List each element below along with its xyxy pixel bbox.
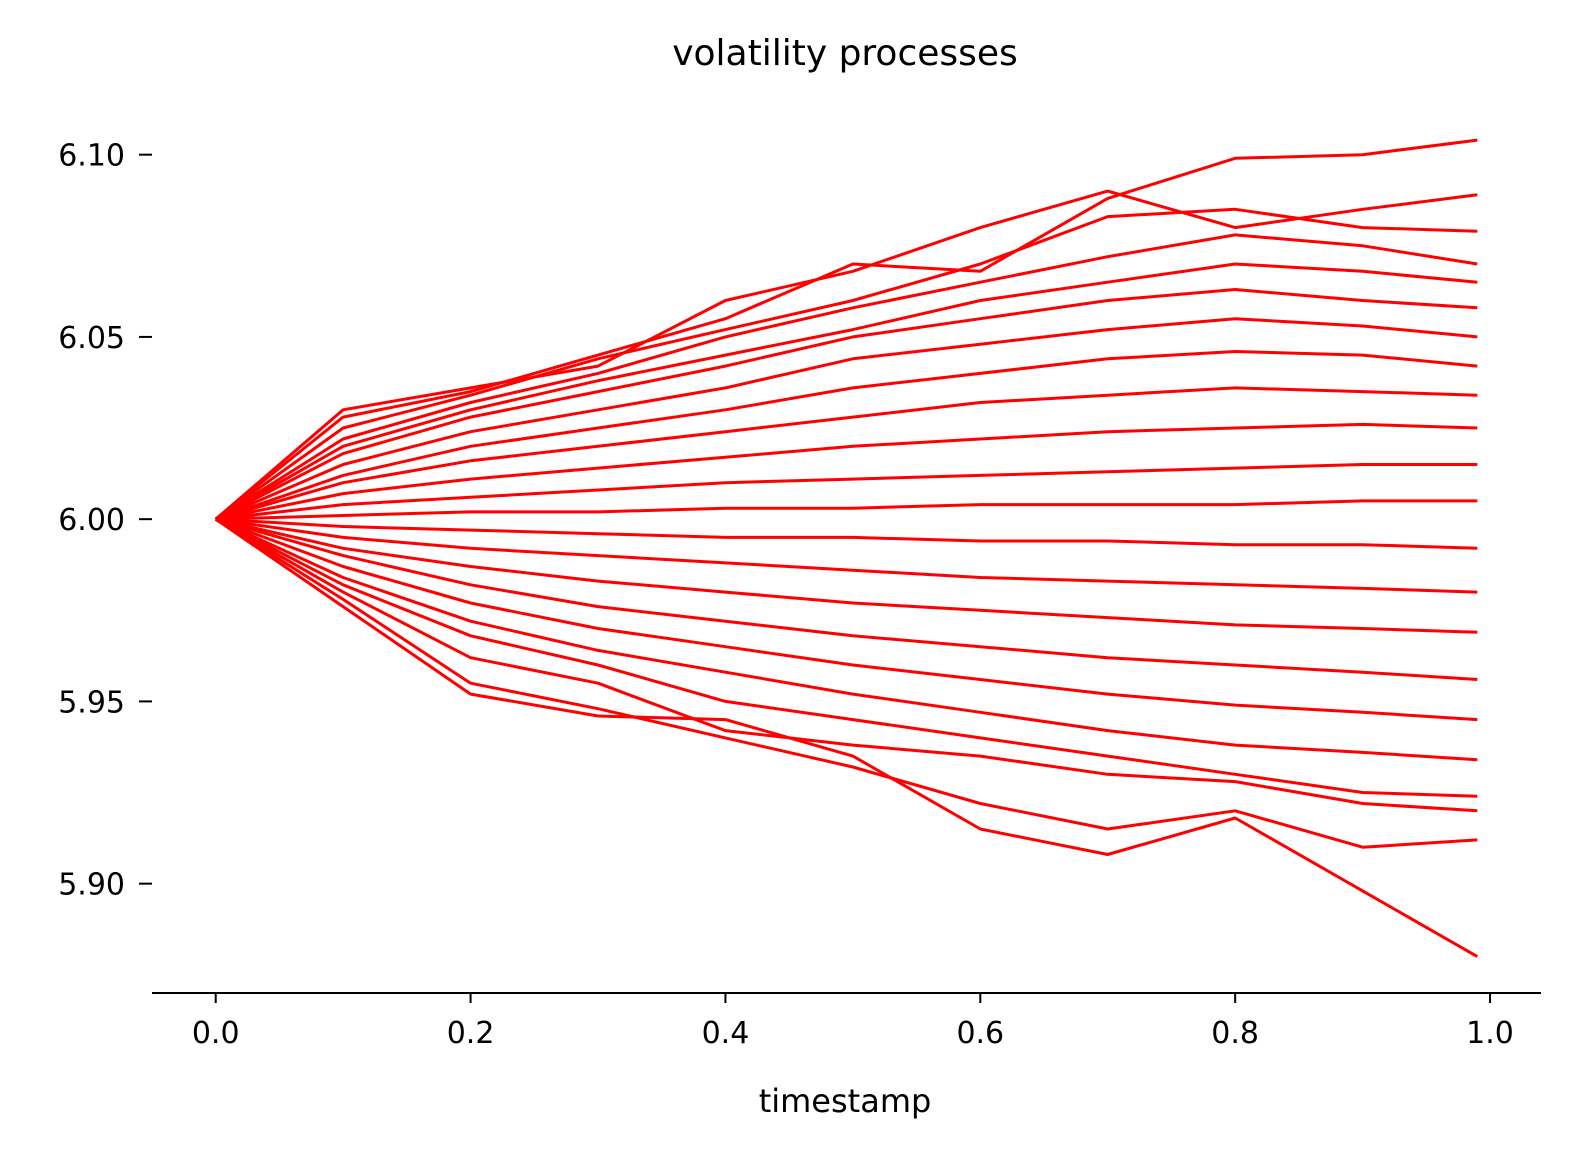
x-tick-label: 0.8	[1211, 1016, 1259, 1051]
series-line-20	[214, 517, 1478, 849]
y-tick-label: 6.00	[58, 503, 125, 538]
series-line-14	[215, 517, 1478, 634]
series-line-18	[215, 517, 1478, 798]
series-line-4	[214, 262, 1478, 521]
series-layer	[214, 138, 1479, 958]
series-line-19	[214, 517, 1478, 813]
series-line-3	[214, 233, 1478, 521]
series-line-21	[214, 517, 1479, 958]
series-line-17	[215, 517, 1478, 762]
series-line-2	[214, 207, 1478, 521]
x-tick-label: 0.0	[192, 1016, 240, 1051]
x-axis: 0.0 0.2 0.4 0.6 0.8 1.0	[152, 992, 1541, 1051]
series-line-11	[215, 499, 1478, 521]
y-tick-label: 6.10	[58, 139, 125, 174]
series-line-9	[215, 422, 1478, 521]
series-line-10	[215, 463, 1478, 521]
x-tick-label: 1.0	[1466, 1016, 1514, 1051]
series-line-16	[215, 517, 1478, 722]
x-axis-label: timestamp	[759, 1082, 932, 1120]
series-line-1	[214, 189, 1478, 521]
series-line-12	[215, 517, 1478, 550]
y-tick-label: 5.95	[58, 685, 125, 720]
series-line-5	[215, 288, 1478, 521]
x-tick-label: 0.2	[447, 1016, 495, 1051]
series-line-8	[215, 386, 1478, 521]
series-line-6	[215, 317, 1478, 521]
x-tick-label: 0.6	[956, 1016, 1004, 1051]
chart-title: volatility processes	[672, 33, 1018, 74]
y-axis: 6.10 6.05 6.00 5.95 5.90	[58, 139, 152, 903]
y-tick-label: 5.90	[58, 868, 125, 903]
series-line-15	[215, 517, 1478, 681]
series-line-0	[214, 138, 1478, 521]
x-tick-label: 0.4	[702, 1016, 750, 1051]
series-line-7	[215, 350, 1478, 521]
series-line-13	[215, 517, 1478, 594]
y-tick-label: 6.05	[58, 321, 125, 356]
